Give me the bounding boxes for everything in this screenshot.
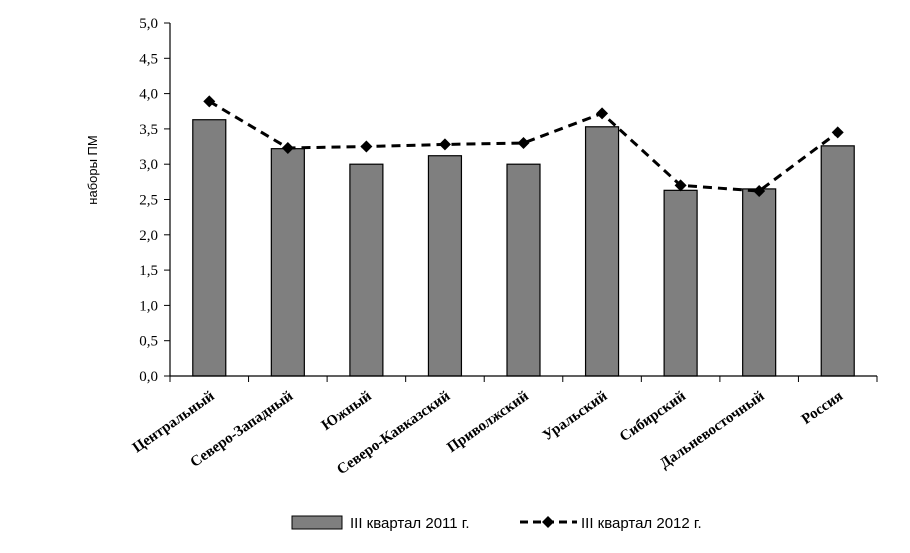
bar bbox=[270, 148, 305, 377]
data-point bbox=[517, 137, 530, 150]
bar bbox=[506, 163, 541, 377]
series-line bbox=[208, 100, 839, 193]
data-point bbox=[438, 138, 451, 151]
category-label: Приволжский bbox=[444, 388, 532, 456]
data-point bbox=[753, 185, 766, 198]
legend-bar-swatch bbox=[291, 515, 343, 530]
category-label: Сибирский bbox=[617, 388, 689, 445]
data-point bbox=[360, 140, 373, 153]
data-point bbox=[281, 141, 294, 154]
bar bbox=[584, 126, 620, 377]
y-tick-label: 3,5 bbox=[139, 122, 158, 138]
y-tick-label: 2,0 bbox=[139, 228, 158, 244]
legend-marker bbox=[542, 516, 554, 528]
bar bbox=[427, 155, 463, 377]
category-label: Южный bbox=[319, 388, 375, 434]
y-tick-label: 4,0 bbox=[139, 87, 158, 103]
bar bbox=[820, 145, 855, 377]
y-axis-title: наборы ПМ bbox=[85, 135, 100, 204]
y-tick-label: 0,5 bbox=[139, 334, 158, 350]
y-tick-label: 0,0 bbox=[139, 369, 158, 385]
legend: III квартал 2011 г. III квартал 2012 г. bbox=[291, 515, 702, 532]
data-point bbox=[203, 95, 216, 108]
bar bbox=[349, 163, 384, 377]
bar bbox=[742, 188, 777, 377]
line-series bbox=[203, 95, 844, 198]
data-point bbox=[596, 107, 609, 120]
y-tick-label: 5,0 bbox=[139, 16, 158, 32]
bar bbox=[663, 189, 698, 377]
bar bbox=[192, 119, 227, 377]
y-tick-label: 1,0 bbox=[139, 298, 158, 314]
y-axis-ticks: 0,0 0,5 1,0 1,5 2,0 2,5 3,0 3,5 4,0 4,5 5,0 bbox=[139, 16, 170, 385]
y-tick-label: 4,5 bbox=[139, 51, 158, 67]
data-point bbox=[674, 179, 687, 192]
category-label: Уральский bbox=[540, 388, 611, 444]
legend-label: III квартал 2011 г. bbox=[350, 515, 470, 532]
y-tick-label: 3,0 bbox=[139, 157, 158, 173]
data-point bbox=[831, 126, 844, 139]
y-tick-label: 2,5 bbox=[139, 193, 158, 209]
bar-series bbox=[192, 119, 855, 377]
y-tick-label: 1,5 bbox=[139, 263, 158, 279]
legend-label: III квартал 2012 г. bbox=[581, 515, 702, 532]
axes bbox=[169, 23, 878, 382]
category-label: Россия bbox=[799, 388, 846, 428]
